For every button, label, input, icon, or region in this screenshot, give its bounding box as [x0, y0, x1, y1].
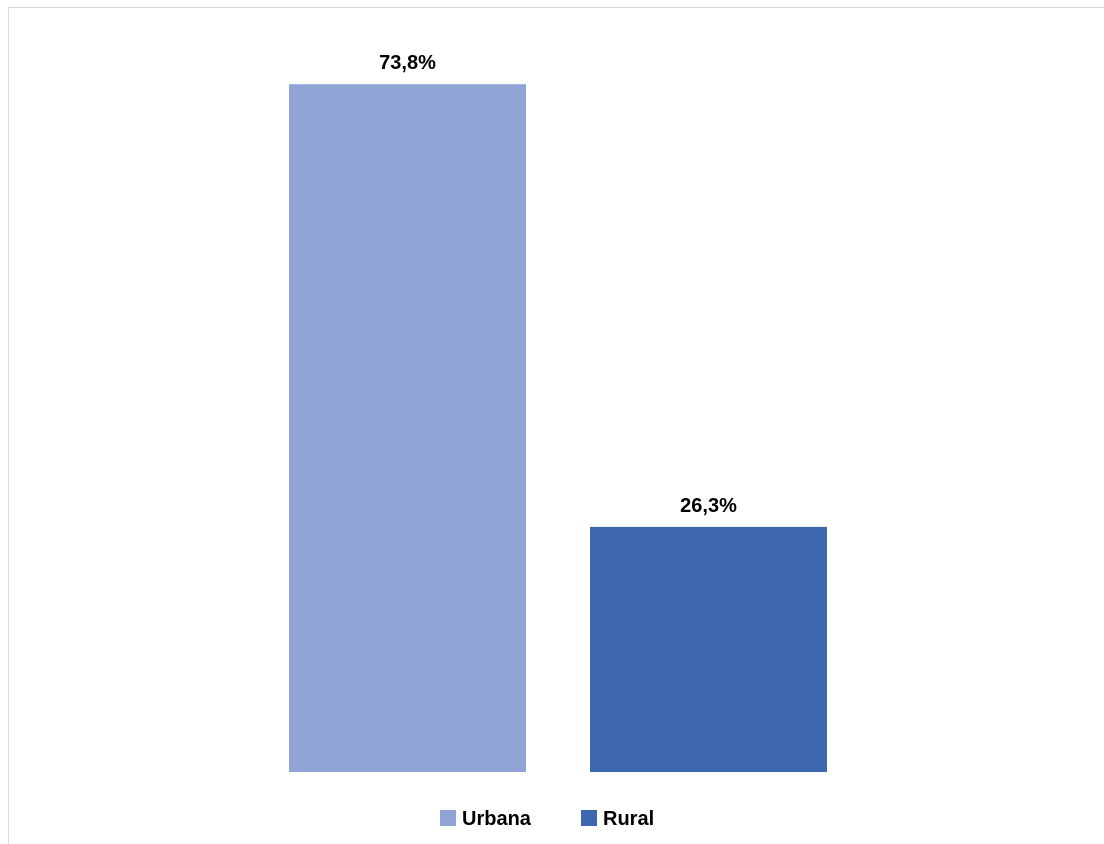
bar-urbana	[289, 84, 526, 772]
data-labels-group: 73,8% 26,3%	[379, 52, 737, 517]
legend-label-urbana: Urbana	[462, 808, 532, 830]
legend-label-rural: Rural	[603, 808, 654, 830]
legend-swatch-urbana	[440, 810, 456, 826]
chart-frame	[8, 7, 1104, 844]
legend: Urbana Rural	[440, 808, 654, 830]
data-label-urbana: 73,8%	[379, 52, 436, 74]
bar-rural	[590, 526, 827, 772]
data-label-rural: 26,3%	[680, 495, 737, 517]
bars-group	[289, 84, 827, 772]
legend-swatch-rural	[581, 810, 597, 826]
